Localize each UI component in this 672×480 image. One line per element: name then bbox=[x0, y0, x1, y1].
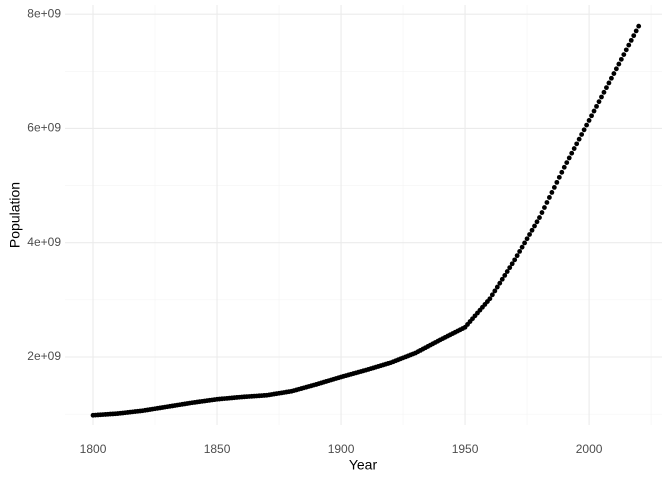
point bbox=[524, 236, 530, 242]
point bbox=[576, 136, 582, 142]
y-tick-label: 4e+09 bbox=[27, 235, 61, 249]
point bbox=[492, 288, 498, 294]
x-tick-label: 1850 bbox=[204, 442, 231, 456]
x-axis-title: Year bbox=[349, 457, 378, 473]
point bbox=[561, 164, 567, 170]
x-tick-label: 1900 bbox=[328, 442, 355, 456]
point bbox=[589, 113, 594, 119]
point bbox=[499, 276, 505, 282]
point bbox=[596, 99, 602, 105]
point bbox=[579, 132, 585, 137]
point bbox=[564, 160, 570, 166]
point bbox=[514, 253, 520, 259]
point bbox=[556, 174, 562, 180]
point bbox=[522, 240, 527, 246]
point bbox=[534, 219, 540, 225]
point bbox=[546, 195, 552, 200]
point bbox=[636, 23, 642, 29]
point bbox=[628, 37, 634, 43]
point bbox=[489, 292, 495, 298]
point bbox=[569, 150, 575, 156]
point bbox=[539, 210, 545, 215]
x-tick-label: 1800 bbox=[80, 442, 107, 456]
point bbox=[621, 52, 627, 57]
point bbox=[581, 127, 587, 133]
point bbox=[551, 185, 557, 190]
x-tick-label: 2000 bbox=[576, 442, 603, 456]
point bbox=[631, 33, 637, 39]
point bbox=[542, 205, 547, 210]
y-tick-label: 6e+09 bbox=[27, 121, 61, 135]
point bbox=[559, 169, 565, 175]
point bbox=[574, 141, 580, 147]
point bbox=[537, 215, 542, 220]
point bbox=[613, 66, 619, 72]
y-tick-label: 8e+09 bbox=[27, 6, 61, 20]
point bbox=[609, 75, 614, 81]
point bbox=[591, 108, 597, 114]
point bbox=[584, 122, 589, 128]
point bbox=[532, 223, 537, 229]
point bbox=[512, 257, 518, 263]
point bbox=[527, 232, 532, 237]
point bbox=[566, 155, 572, 161]
point bbox=[601, 89, 607, 95]
point bbox=[497, 280, 503, 286]
point bbox=[571, 146, 577, 151]
point bbox=[504, 269, 510, 274]
point bbox=[599, 94, 604, 100]
point bbox=[633, 28, 639, 34]
x-tick-label: 1950 bbox=[452, 442, 479, 456]
y-axis-title: Population bbox=[7, 182, 23, 248]
point bbox=[487, 296, 493, 302]
point bbox=[586, 118, 592, 123]
point bbox=[517, 249, 523, 254]
point bbox=[494, 284, 500, 290]
point bbox=[626, 42, 632, 48]
point bbox=[549, 190, 555, 195]
point bbox=[611, 71, 617, 76]
point bbox=[623, 47, 629, 53]
point bbox=[616, 61, 622, 67]
point bbox=[554, 179, 560, 185]
point bbox=[507, 265, 513, 271]
point bbox=[604, 85, 609, 91]
point bbox=[519, 244, 525, 250]
point bbox=[509, 261, 515, 267]
point bbox=[618, 56, 624, 62]
point bbox=[594, 103, 599, 109]
y-tick-label: 2e+09 bbox=[27, 349, 61, 363]
point bbox=[544, 200, 550, 205]
point bbox=[502, 273, 508, 278]
point bbox=[606, 80, 612, 86]
point bbox=[529, 227, 535, 233]
